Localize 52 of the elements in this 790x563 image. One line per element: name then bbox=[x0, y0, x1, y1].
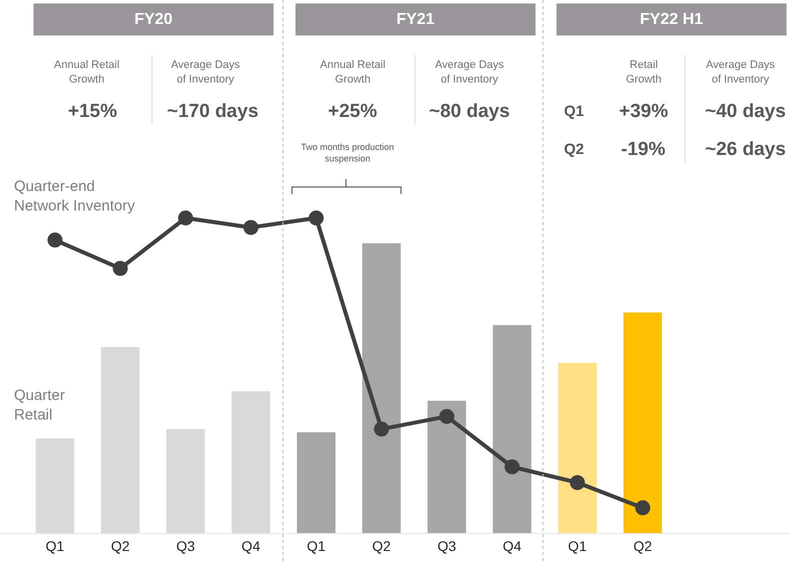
point bbox=[112, 260, 128, 276]
text: FY22 H1 bbox=[640, 11, 704, 28]
point bbox=[504, 459, 520, 474]
text: FY20 bbox=[134, 11, 173, 28]
text: Two months production suspension bbox=[301, 142, 394, 164]
text: -19% bbox=[621, 139, 666, 160]
text: Q1 bbox=[564, 103, 584, 120]
bar bbox=[428, 400, 466, 533]
text: Annual Retail Growth bbox=[320, 59, 386, 86]
text: Retail Growth bbox=[626, 59, 662, 86]
x-tick-label: Q1 bbox=[306, 538, 326, 554]
text: Average Days of Inventory bbox=[171, 59, 240, 86]
point bbox=[308, 210, 324, 226]
point bbox=[178, 210, 194, 226]
text: Quarter-end Network Inventory bbox=[14, 178, 136, 214]
point bbox=[439, 408, 454, 424]
x-tick-label: Q3 bbox=[176, 538, 196, 554]
text: ~40 days bbox=[705, 101, 786, 122]
series-label: Quarter Retail bbox=[14, 387, 65, 424]
text: +39% bbox=[619, 101, 668, 122]
bar bbox=[558, 362, 597, 533]
bar bbox=[36, 438, 74, 533]
point bbox=[243, 220, 258, 235]
text: ~26 days bbox=[705, 139, 786, 160]
x-tick-label: Q4 bbox=[502, 538, 522, 554]
bar bbox=[296, 432, 336, 533]
x-tick-label: Q1 bbox=[46, 538, 65, 554]
text: ~80 days bbox=[429, 101, 510, 122]
point bbox=[570, 475, 585, 490]
x-tick-label: Q4 bbox=[242, 538, 260, 554]
text: Average Days of Inventory bbox=[435, 59, 504, 86]
text: +25% bbox=[328, 101, 378, 122]
bar bbox=[166, 429, 205, 533]
point bbox=[635, 500, 650, 516]
text: Average Days of Inventory bbox=[706, 59, 776, 86]
x-tick-label: Q3 bbox=[437, 538, 456, 554]
x-tick-label: Q1 bbox=[568, 538, 587, 554]
bar bbox=[362, 243, 401, 533]
text: ~170 days bbox=[167, 101, 258, 122]
text: FY21 bbox=[396, 11, 435, 28]
bar bbox=[623, 312, 662, 533]
x-tick-label: Q2 bbox=[110, 538, 130, 554]
text: +15% bbox=[68, 101, 118, 122]
x-tick-label: Q2 bbox=[633, 538, 652, 554]
text: Annual Retail Growth bbox=[54, 59, 120, 86]
bar bbox=[101, 347, 140, 533]
bar bbox=[492, 325, 532, 533]
point bbox=[48, 232, 62, 248]
x-tick-label: Q2 bbox=[372, 538, 392, 554]
bar bbox=[232, 391, 270, 533]
text: Q2 bbox=[564, 141, 584, 158]
point bbox=[374, 422, 389, 437]
